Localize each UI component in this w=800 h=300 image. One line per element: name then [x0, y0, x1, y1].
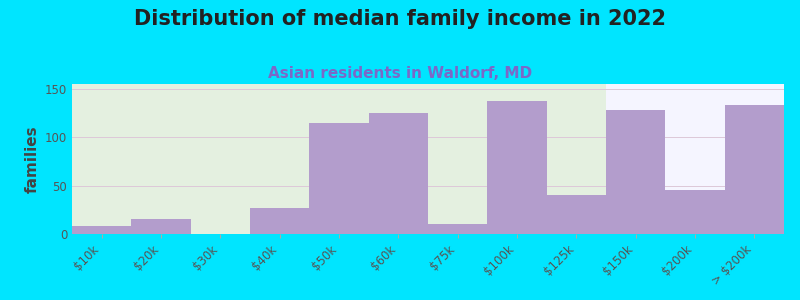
Bar — [131, 220, 190, 234]
Bar — [428, 224, 487, 234]
Bar — [369, 113, 428, 234]
Y-axis label: families: families — [24, 125, 39, 193]
Bar — [546, 195, 606, 234]
Bar — [310, 123, 369, 234]
Bar — [72, 226, 131, 234]
Bar — [666, 190, 725, 234]
Bar — [250, 208, 310, 234]
Bar — [606, 84, 784, 234]
Text: Asian residents in Waldorf, MD: Asian residents in Waldorf, MD — [268, 66, 532, 81]
Bar — [606, 110, 666, 234]
Bar — [725, 105, 784, 234]
Bar — [487, 101, 546, 234]
Text: Distribution of median family income in 2022: Distribution of median family income in … — [134, 9, 666, 29]
